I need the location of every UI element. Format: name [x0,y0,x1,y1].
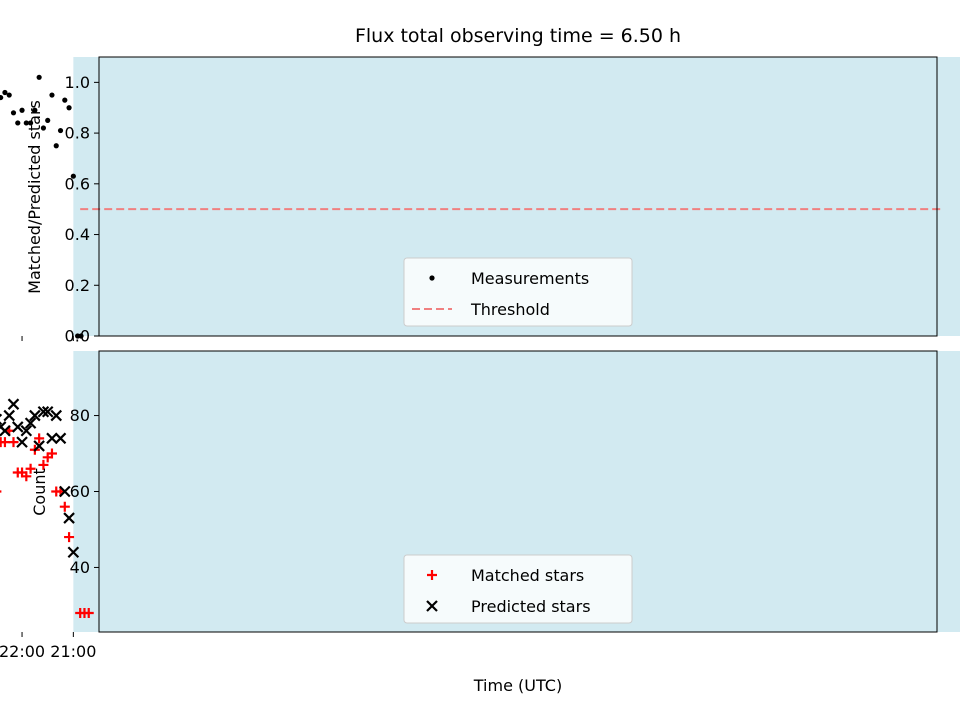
measurement-point [40,125,47,131]
legend-box [403,554,633,624]
top-y-axis-label: Matched/Predicted stars [25,100,44,294]
y-tick-label: 0.6 [65,174,90,193]
matched-point [38,459,49,470]
plot-frame [98,350,938,633]
predicted-point [67,546,80,559]
predicted-point [0,413,3,426]
legend-marker-matched [427,570,437,580]
measurement-point [6,92,12,98]
predicted-point [59,485,71,498]
matched-point [8,437,19,448]
predicted-point [3,409,15,422]
measurement-point [0,94,4,101]
measurement-point [27,120,34,126]
top-panel: Flux total observing time = 6.50 h 0.00.… [0,25,960,346]
legend-marker-predicted [426,600,438,612]
measurement-point [10,110,17,116]
matched-point [42,452,53,463]
matched-point [75,608,86,619]
predicted-point [11,421,24,433]
y-tick-label: 80 [70,406,90,425]
bottom-y-axis-label: Count [30,468,49,516]
y-tick-label: 40 [70,558,90,577]
predicted-point [50,409,63,422]
predicted-point [29,409,41,422]
x-tick-label: 21:00 [50,642,96,661]
y-tick-label: 60 [70,482,90,501]
matched-point [34,433,45,444]
matched-point [25,463,36,474]
predicted-point [41,405,54,418]
measurement-point [19,107,25,113]
measurement-point [2,89,8,96]
predicted-point [46,432,58,445]
measurement-point [62,97,68,103]
measurement-point [53,143,59,149]
measurement-point [75,333,81,339]
legend-label: Predicted stars [471,597,591,616]
matched-point [12,467,23,478]
measurement-point [57,127,64,134]
predicted-point [0,421,7,433]
y-tick-label: 0.4 [65,225,90,244]
chart-title: Flux total observing time = 6.50 h [355,25,681,47]
measurement-point [23,120,29,126]
predicted-point [33,440,45,452]
predicted-point [7,398,20,410]
predicted-point [37,405,50,418]
measurement-point [15,120,21,126]
measurement-point [36,74,42,80]
y-tick-label: 1.0 [65,73,90,92]
y-tick-label: 0.2 [65,276,90,295]
matched-point [0,437,6,448]
x-tick-label: 22:00 [0,642,45,661]
matched-point [59,501,70,512]
measurement-point [66,105,72,111]
matched-point [64,532,75,543]
legend-label: Measurements [471,269,589,288]
measurement-point [49,92,55,98]
predicted-point [16,436,28,448]
measurement-point [70,173,76,179]
measurement-point [45,117,51,124]
predicted-point [54,432,67,445]
legend-label: Threshold [470,300,550,319]
matched-point [0,490,2,493]
bottom-panel: 21:0022:0023:0000:0001:0002:0003:0040608… [0,350,960,695]
matched-point [51,486,62,497]
x-axis-label: Time (UTC) [473,676,562,695]
legend-label: Matched stars [471,566,584,585]
predicted-point [63,512,75,524]
y-tick-label: 0.8 [65,124,90,143]
legend-box [403,257,633,327]
plot-frame [98,56,938,337]
predicted-point [20,424,33,437]
legend-marker-measurements [429,275,435,281]
predicted-point [24,417,37,429]
measurement-point [32,107,38,113]
